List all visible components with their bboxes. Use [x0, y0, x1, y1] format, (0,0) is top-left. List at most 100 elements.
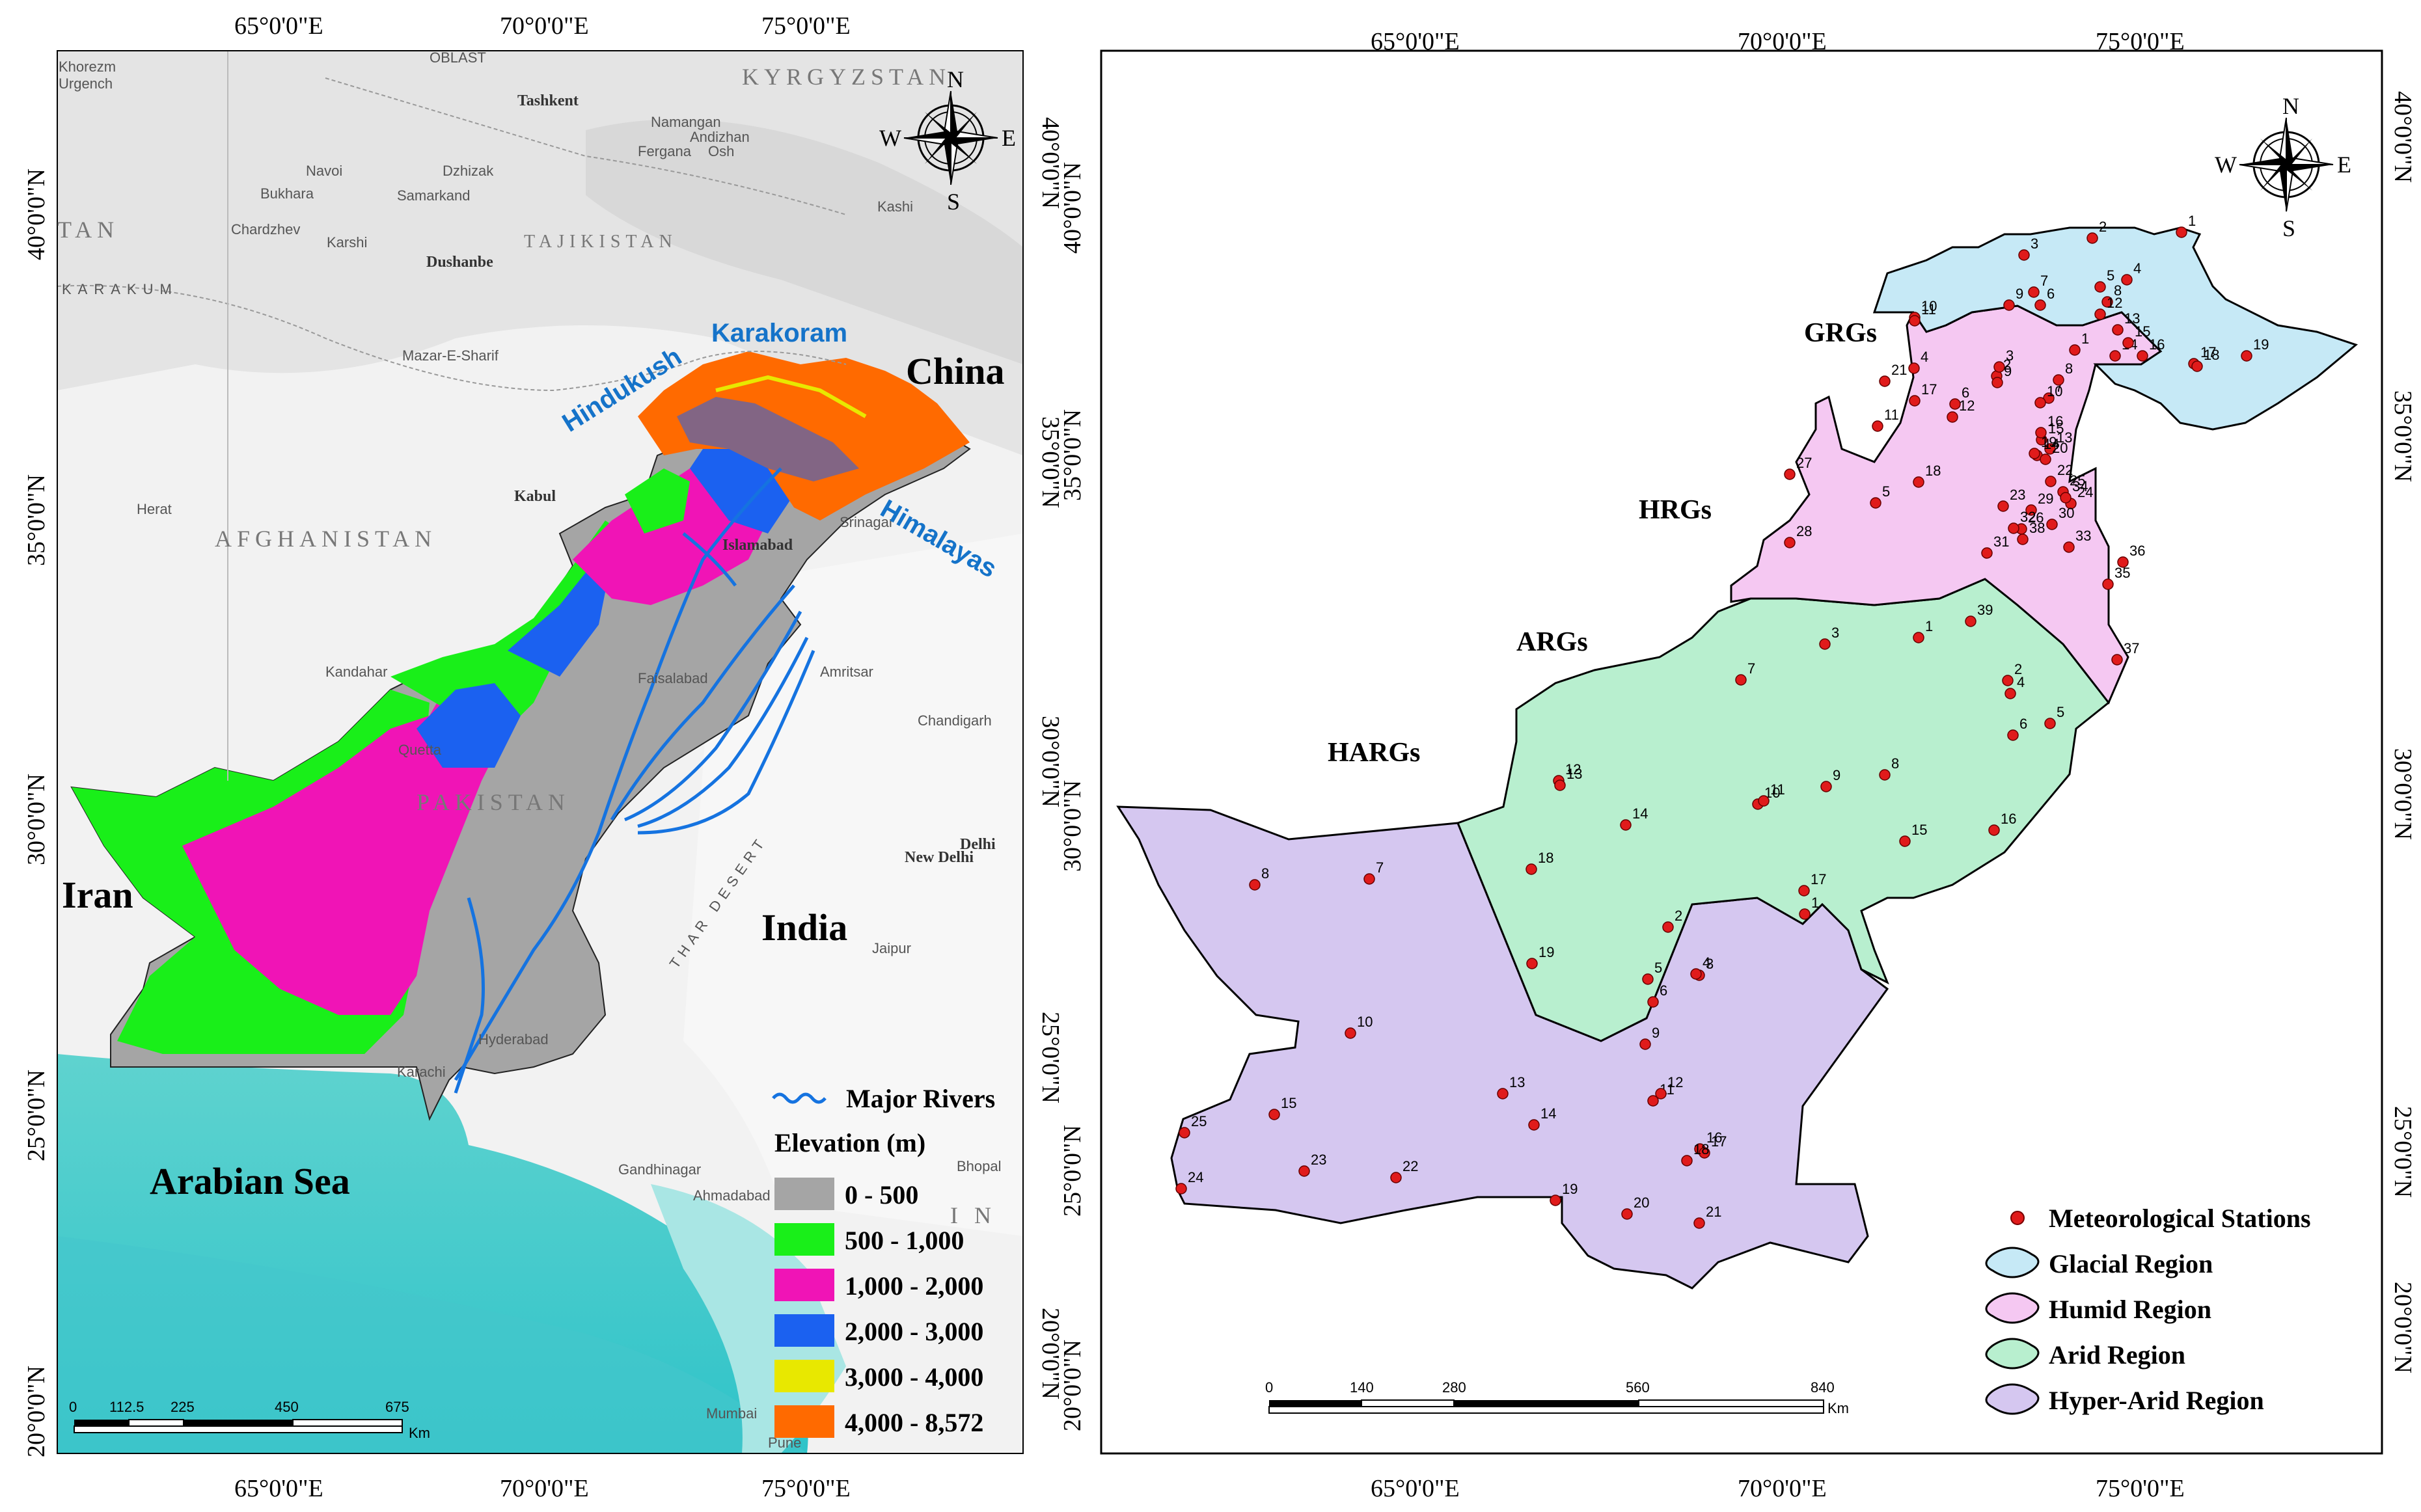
- station-marker: [1913, 476, 1924, 488]
- station-marker: [2101, 296, 2113, 308]
- station-marker: [2086, 232, 2098, 244]
- elev-2000-3000-mid: [508, 560, 612, 677]
- station-number: 17: [1811, 871, 1826, 887]
- station-number: 19: [1539, 944, 1554, 960]
- station-marker: [2121, 274, 2133, 286]
- legend-class-label-2: 1,000 - 2,000: [845, 1271, 983, 1301]
- station-marker: [1735, 674, 1747, 686]
- compass-n: N: [947, 66, 964, 92]
- legend-hyper: Hyper-Arid Region: [2049, 1386, 2264, 1415]
- station-marker: [2063, 541, 2075, 553]
- station-marker: [1621, 1208, 1633, 1220]
- place-mumbai: Mumbai: [706, 1405, 757, 1422]
- left-country-names: KYRGYZSTAN TAJIKISTAN AFGHANISTAN PAKIST…: [57, 64, 991, 1228]
- left-compass: N S E W: [879, 66, 1016, 215]
- place-ahmadabad: Ahmadabad: [693, 1187, 771, 1204]
- elevation-classes: 0 - 500 500 - 1,000 1,000 - 2,000 2,000 - 3…: [774, 1178, 983, 1438]
- station-number: 11: [1884, 407, 1899, 423]
- scale-tick-4: 675: [385, 1399, 409, 1415]
- station-marker: [1981, 547, 1993, 559]
- station-marker: [2028, 286, 2040, 298]
- station-number: 16: [2047, 413, 2063, 429]
- place-chardzhev: Chardzhev: [231, 221, 300, 237]
- station-number: 5: [2057, 704, 2064, 720]
- station-number: 9: [1652, 1025, 1660, 1041]
- place-delhi: Delhi: [960, 836, 996, 853]
- region-label-hargs: HARGs: [1328, 738, 1420, 768]
- chenab-river: [624, 610, 802, 822]
- scale-unit: Km: [409, 1425, 430, 1441]
- station-number: 3: [2006, 347, 2014, 364]
- station-number: 3: [2031, 236, 2038, 252]
- station-marker: [1798, 885, 1810, 897]
- station-marker: [1554, 779, 1566, 791]
- left-scale-bar: 0 112.5 225 450 675 Km: [69, 1399, 430, 1441]
- place-karakum: KARAKUM: [62, 281, 178, 297]
- legend-humid: Humid Region: [2049, 1295, 2211, 1324]
- country-tajikistan: TAJIKISTAN: [524, 232, 677, 252]
- station-number: 16: [1706, 1129, 1722, 1146]
- left-bottom-lon-75: 75°0'0"E: [761, 1475, 851, 1502]
- station-marker: [2102, 578, 2114, 590]
- station-number: 23: [1311, 1152, 1326, 1168]
- station-marker: [2112, 324, 2124, 336]
- station-number: 1: [1925, 618, 1933, 634]
- elev-3000-4000-streak: [715, 375, 867, 418]
- region-label-grgs: GRGs: [1804, 318, 1877, 348]
- north-arrow-right: [2286, 118, 2293, 165]
- station-number: 17: [1921, 381, 1937, 398]
- station-marker: [1345, 1027, 1356, 1039]
- station-marker: [1997, 500, 2009, 512]
- station-number: 13: [1566, 766, 1582, 782]
- station-number: 3: [1831, 625, 1839, 641]
- scale-tick-2: 225: [171, 1399, 195, 1415]
- station-marker: [2007, 729, 2019, 741]
- station-marker: [2034, 299, 2046, 311]
- station-number: 25: [1191, 1113, 1207, 1129]
- station-marker: [2111, 654, 2123, 666]
- station-number: 28: [1796, 523, 1812, 539]
- scale-tick-0: 0: [69, 1399, 77, 1415]
- country-afghanistan: AFGHANISTAN: [215, 526, 437, 552]
- station-marker: [2241, 350, 2252, 362]
- station-number: 5: [2107, 267, 2114, 284]
- legend-arid-swatch: [1985, 1338, 2040, 1370]
- rmap-left-lat-35: 35°0'0"N: [1059, 409, 1086, 501]
- place-kashi: Kashi: [877, 198, 913, 215]
- station-marker: [1913, 632, 1924, 643]
- place-namangan: Namangan: [651, 114, 721, 130]
- station-number: 15: [2135, 323, 2150, 340]
- place-jaipur: Jaipur: [872, 940, 911, 956]
- legend-swatch-4: [774, 1360, 834, 1392]
- place-fergana: Fergana: [638, 143, 692, 159]
- station-number: 34: [2072, 478, 2088, 494]
- station-number: 37: [2124, 640, 2139, 656]
- right-scale-bar: 0 140 280 560 840 Km: [1265, 1379, 1849, 1416]
- station-marker: [1784, 468, 1796, 480]
- right-lat-20: 20°0'0"N: [1037, 1308, 1064, 1399]
- station-marker: [2029, 448, 2040, 459]
- rscale-tick-4: 840: [1811, 1379, 1835, 1396]
- station-number: 6: [2019, 716, 2027, 732]
- left-top-lon-75: 75°0'0"E: [761, 12, 851, 40]
- station-marker: [1268, 1109, 1280, 1120]
- region-label-hrgs: HRGs: [1639, 495, 1712, 525]
- legend-humid-swatch: [1985, 1292, 2040, 1324]
- station-number: 8: [2065, 360, 2073, 377]
- station-number: 22: [1402, 1158, 1418, 1174]
- station-number: 6: [2047, 286, 2055, 302]
- station-number: 33: [2075, 528, 2091, 544]
- station-marker: [1784, 537, 1796, 548]
- label-india: India: [761, 906, 847, 949]
- rscale-tick-0: 0: [1265, 1379, 1273, 1396]
- sutlej-river: [637, 650, 815, 835]
- left-lat-35: 35°0'0"N: [23, 474, 50, 566]
- station-marker: [1647, 1095, 1659, 1107]
- station-marker: [1620, 819, 1632, 831]
- place-andizhan: Andizhan: [690, 129, 750, 145]
- station-marker: [1872, 420, 1883, 432]
- station-number: 8: [1261, 865, 1269, 882]
- station-marker: [1528, 1119, 1540, 1131]
- elev-500-1000-nw: [625, 468, 690, 533]
